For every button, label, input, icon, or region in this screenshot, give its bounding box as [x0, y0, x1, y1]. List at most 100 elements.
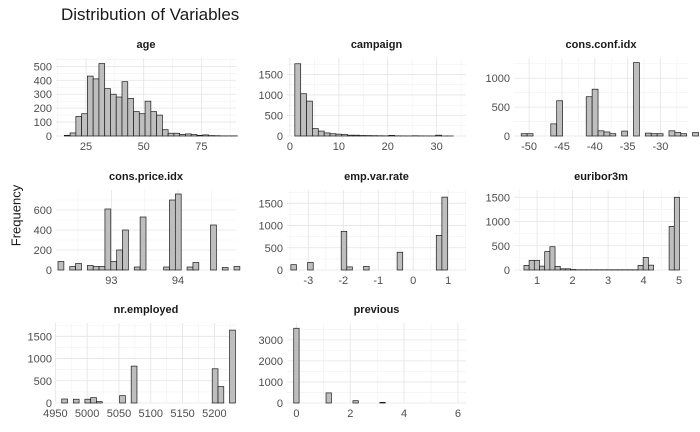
histogram-bar — [674, 132, 682, 137]
histogram-bar — [363, 266, 370, 271]
histogram-bar — [122, 229, 129, 271]
x-tick-label: -40 — [587, 141, 603, 153]
histogram-bar — [644, 132, 652, 137]
y-tick-label: 1500 — [259, 69, 283, 81]
y-tick-label: 0 — [277, 265, 283, 277]
y-tick-label: 0 — [277, 398, 283, 410]
x-tick-label: 5050 — [107, 408, 131, 420]
x-tick-label: 2 — [347, 408, 353, 420]
x-tick-label: 0 — [410, 275, 416, 287]
histogram-bar — [144, 100, 152, 137]
y-tick-label: 1000 — [259, 221, 283, 233]
y-tick-label: 0 — [46, 131, 52, 143]
facet-title: emp.var.rate — [344, 171, 409, 183]
histogram-bar — [559, 268, 566, 271]
histogram-bar — [650, 133, 658, 137]
histogram-bar — [633, 62, 640, 137]
histogram-bar — [533, 259, 540, 271]
histogram-bar — [130, 365, 138, 404]
x-tick-label: 4950 — [43, 408, 67, 420]
histogram-bar — [692, 132, 699, 137]
y-tick-label: 1000 — [259, 377, 283, 389]
histogram-bar — [104, 208, 112, 271]
x-tick-label: 5000 — [75, 408, 99, 420]
histogram-bar — [115, 96, 123, 137]
histogram-bar — [90, 397, 97, 404]
histogram-bar — [293, 327, 300, 404]
y-tick-label: 0 — [504, 131, 510, 143]
histogram-bar — [637, 265, 644, 271]
histogram-bar — [229, 329, 236, 404]
facet-title: cons.conf.idx — [566, 39, 638, 51]
x-tick-label: -3 — [303, 275, 313, 287]
x-tick-label: -50 — [521, 141, 537, 153]
histogram-bar — [110, 261, 118, 271]
x-tick-label: 5150 — [170, 408, 194, 420]
histogram-bar — [335, 133, 343, 137]
facet-panel-cons-conf-idx: -50 -45 -40 -35 -30 0 500 1000 cons.conf.idx — [486, 39, 699, 153]
y-tick-label: 500 — [34, 376, 52, 388]
histogram-bar — [87, 75, 94, 137]
histogram-bar — [668, 130, 676, 137]
histogram-bar — [139, 216, 147, 271]
histogram-bar — [550, 123, 558, 137]
y-tick-label: 500 — [492, 102, 510, 114]
histogram-bar — [96, 401, 103, 404]
y-tick-label: 0 — [277, 131, 283, 143]
histogram-bar — [190, 134, 198, 137]
x-tick-label: -35 — [620, 141, 636, 153]
histogram-bar — [597, 130, 605, 137]
facet-title: cons.price.idx — [109, 171, 184, 183]
x-tick-label: 5 — [676, 275, 682, 287]
histogram-bar — [609, 133, 617, 137]
x-tick-label: 5100 — [139, 408, 163, 420]
histogram-bar — [673, 196, 680, 271]
histogram-bar — [81, 113, 88, 137]
histogram-bar — [167, 132, 175, 137]
histogram-bar — [162, 129, 169, 137]
histogram-bar — [72, 398, 80, 404]
y-tick-label: 1500 — [259, 198, 283, 210]
x-tick-label: 1 — [445, 275, 451, 287]
histogram-bar — [346, 266, 353, 271]
histogram-bar — [290, 264, 297, 271]
histogram-bar — [119, 395, 126, 404]
histogram-bar — [221, 267, 229, 271]
facet-panel-campaign: 0 10 20 30 0 500 1000 1500 campaign — [259, 39, 466, 153]
histogram-bar — [75, 116, 82, 137]
x-tick-label: 10 — [333, 141, 345, 153]
histogram-bar — [63, 134, 71, 137]
histogram-bar — [174, 193, 182, 271]
histogram-bar — [520, 133, 528, 137]
histogram-bar — [75, 263, 82, 271]
histogram-bar — [441, 196, 448, 271]
y-tick-label: 1000 — [486, 217, 510, 229]
histogram-bar — [648, 264, 654, 271]
histogram-bar — [233, 266, 241, 271]
histogram-bar — [565, 268, 571, 271]
histogram-bar — [86, 265, 94, 271]
x-tick-label: 3 — [605, 275, 611, 287]
histogram-bar — [98, 266, 106, 271]
x-tick-label: 20 — [382, 141, 394, 153]
histogram-bar — [523, 265, 530, 271]
x-tick-label: 0 — [293, 408, 299, 420]
histogram-bar — [353, 134, 360, 137]
x-tick-label: 75 — [195, 141, 207, 153]
histogram-bar — [138, 113, 146, 137]
facet-title: previous — [354, 304, 400, 316]
histogram-bar — [329, 133, 337, 137]
y-tick-label: 2000 — [259, 356, 283, 368]
x-tick-label: 2 — [570, 275, 576, 287]
x-tick-label: 50 — [138, 141, 150, 153]
histogram-bar — [642, 257, 649, 271]
histogram-bar — [549, 246, 556, 271]
histogram-bar — [173, 132, 181, 137]
histogram-bar — [323, 132, 331, 137]
y-tick-label: 500 — [265, 243, 283, 255]
histogram-bar — [169, 199, 176, 271]
histogram-bar — [196, 134, 204, 137]
histogram-bar — [306, 100, 313, 137]
facet-title: nr.employed — [114, 304, 179, 316]
histogram-bar — [341, 134, 348, 137]
